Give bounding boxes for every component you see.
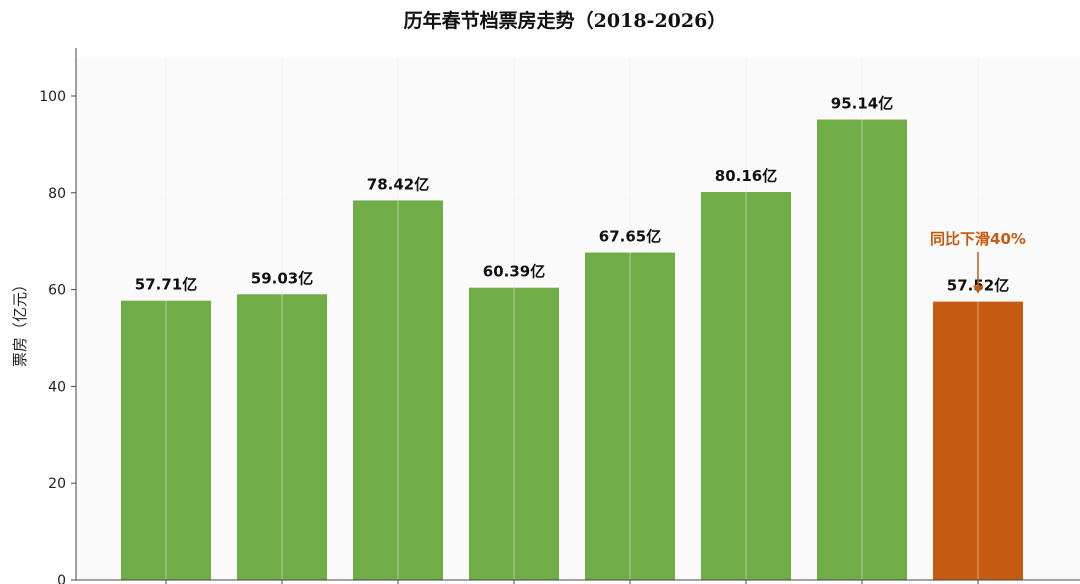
y-tick-label-2: 40 — [48, 379, 66, 395]
data-label-3: 60.39亿 — [483, 263, 545, 281]
y-tick-label-0: 0 — [57, 573, 66, 584]
data-label-5: 80.16亿 — [715, 167, 777, 185]
bar-3 — [469, 287, 559, 580]
chart-title: 历年春节档票房走势（2018-2026） — [404, 9, 727, 32]
y-tick-label-4: 80 — [48, 186, 66, 202]
annotation: 同比下滑40% — [930, 230, 1026, 294]
data-label-2: 78.42亿 — [367, 175, 429, 193]
axes: 0 20 40 60 80 100 — [39, 48, 1080, 584]
data-label-6: 95.14亿 — [831, 95, 893, 113]
y-axis-label: 票房（亿元） — [11, 277, 29, 367]
bar-5 — [701, 192, 791, 580]
bars — [121, 58, 1023, 580]
y-tick-label-3: 60 — [48, 283, 66, 299]
bar-4 — [585, 252, 675, 580]
annotation-arrow-head — [973, 285, 983, 294]
y-tick-label-5: 100 — [39, 89, 66, 105]
annotation-text: 同比下滑40% — [930, 230, 1026, 248]
bar-2 — [353, 200, 443, 580]
data-label-1: 59.03亿 — [251, 269, 313, 287]
plot-background — [76, 58, 1080, 580]
bar-0 — [121, 300, 211, 580]
data-labels: 57.71亿 59.03亿 78.42亿 60.39亿 67.65亿 80.16亿 95.1… — [135, 95, 1009, 295]
data-label-0: 57.71亿 — [135, 276, 197, 294]
y-tick-label-1: 20 — [48, 476, 66, 492]
bar-1 — [237, 294, 327, 580]
data-label-4: 67.65亿 — [599, 228, 661, 246]
bar-7 — [933, 301, 1023, 580]
bar-6 — [817, 119, 907, 580]
